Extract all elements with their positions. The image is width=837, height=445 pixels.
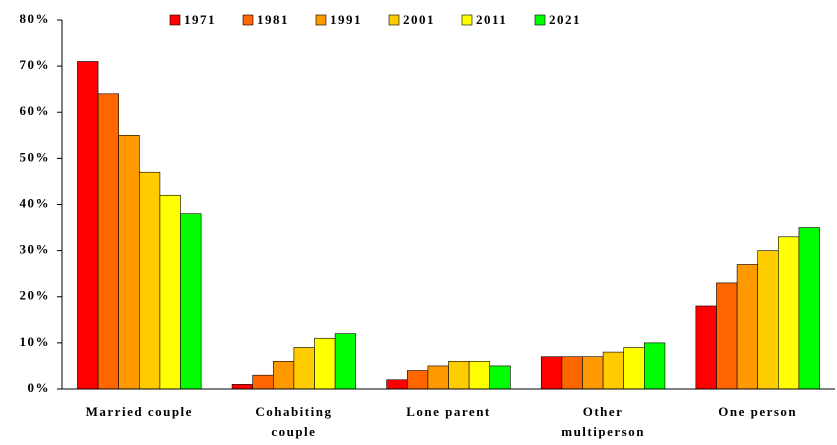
x-tick-label: Cohabiting couple (255, 404, 332, 439)
bar (623, 347, 645, 390)
legend-swatch (242, 14, 254, 26)
legend-label: 1991 (330, 12, 362, 27)
bar (561, 356, 583, 390)
legend-label: 2001 (403, 12, 435, 27)
bar (386, 379, 408, 390)
y-tick-label: 0% (28, 380, 51, 395)
legend-swatch (169, 14, 181, 26)
x-tick-label: Married couple (86, 404, 193, 419)
y-tick-label: 10% (20, 334, 51, 349)
bar (757, 250, 779, 390)
bar (97, 93, 119, 390)
bar (778, 236, 800, 390)
x-tick-label: Other multiperson (561, 404, 645, 439)
y-tick-label: 30% (20, 242, 51, 257)
bar (139, 171, 161, 390)
bar (314, 337, 336, 390)
bar (293, 347, 315, 390)
legend-swatch (461, 14, 473, 26)
bar (272, 361, 295, 390)
bar (180, 213, 202, 390)
bar (798, 227, 820, 390)
bar (406, 370, 429, 390)
bar (159, 194, 181, 390)
bar (489, 365, 511, 390)
bar (582, 356, 604, 390)
bar (448, 361, 470, 390)
y-tick-label: 60% (20, 103, 51, 118)
y-tick-label: 70% (20, 57, 51, 72)
bar (716, 282, 738, 390)
bar (77, 61, 99, 390)
legend-swatch (388, 14, 400, 26)
bar (334, 333, 357, 390)
legend-label: 1971 (184, 12, 216, 27)
y-tick-label: 80% (20, 11, 51, 26)
bar (736, 264, 759, 390)
legend-label: 1981 (257, 12, 289, 27)
bar (231, 384, 253, 390)
y-tick-label: 50% (20, 149, 51, 164)
x-tick-label: One person (718, 404, 797, 419)
y-tick-label: 20% (20, 288, 51, 303)
bar (252, 374, 274, 390)
legend-label: 2011 (476, 12, 507, 27)
bar (468, 361, 491, 390)
bar (602, 351, 625, 390)
bar (540, 356, 563, 390)
bar (644, 342, 666, 390)
y-tick-label: 40% (20, 195, 51, 210)
legend-swatch (315, 14, 327, 26)
bar (695, 305, 717, 390)
bar (427, 365, 449, 390)
legend-swatch (534, 14, 546, 26)
bar (118, 135, 140, 390)
x-tick-label: Lone parent (406, 404, 491, 419)
legend-label: 2021 (549, 12, 581, 27)
